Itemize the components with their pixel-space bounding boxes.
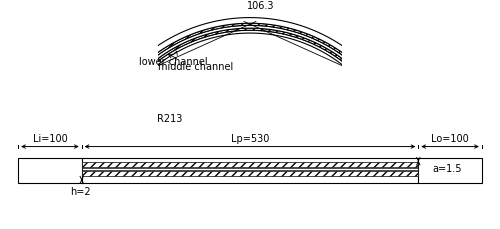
Polygon shape xyxy=(122,23,378,88)
Polygon shape xyxy=(126,28,374,91)
Text: Lo=100: Lo=100 xyxy=(431,134,469,144)
Bar xyxy=(82,168,418,170)
Text: h=2: h=2 xyxy=(70,187,90,197)
Text: upper channel: upper channel xyxy=(0,228,1,229)
Text: 106.3: 106.3 xyxy=(246,0,274,11)
Polygon shape xyxy=(128,30,372,93)
Polygon shape xyxy=(118,18,382,87)
Text: lower channel: lower channel xyxy=(139,51,207,67)
Text: upper plate: upper plate xyxy=(0,228,1,229)
Polygon shape xyxy=(124,25,376,90)
Text: lower plate: lower plate xyxy=(0,228,1,229)
Text: middle channel: middle channel xyxy=(158,54,233,72)
Text: a=1.5: a=1.5 xyxy=(432,164,462,174)
Bar xyxy=(82,171,418,176)
Bar xyxy=(82,162,418,167)
Text: Li=100: Li=100 xyxy=(32,134,68,144)
Bar xyxy=(18,158,482,183)
Text: R213: R213 xyxy=(157,114,182,124)
Text: Lp=530: Lp=530 xyxy=(231,134,269,144)
